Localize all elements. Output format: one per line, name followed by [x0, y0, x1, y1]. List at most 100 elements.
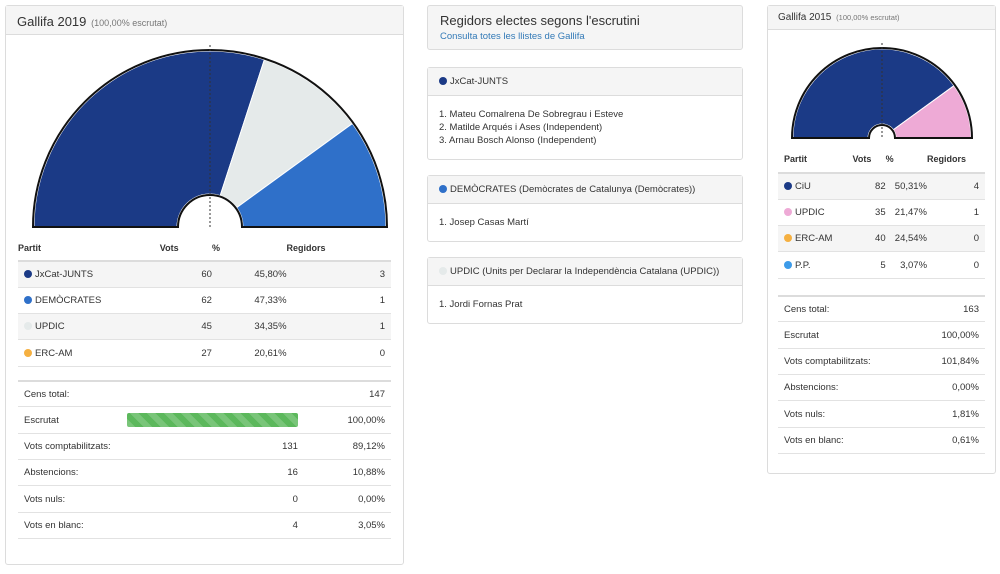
party-votes: 35 [852, 199, 886, 227]
census-row: Escrutat 100,00% [18, 406, 391, 434]
panel-subtitle: (100,00% escrutat) [836, 13, 900, 22]
census-label: Vots en blanc: [778, 427, 919, 454]
col-header-seats: Regidors [286, 235, 391, 262]
seat-hemicycle-chart [31, 45, 389, 228]
results-panel-2015: Gallifa 2015 (100,00% escrutat) Partit V… [767, 5, 996, 474]
party-votes: 60 [159, 261, 212, 288]
party-seats: 0 [927, 225, 985, 253]
census-row: Abstencions: 0,00% [778, 374, 985, 402]
party-color-dot [784, 181, 792, 190]
census-label: Cens total: [18, 379, 127, 408]
census-value: 100,00% [918, 321, 985, 349]
all-lists-link[interactable]: Consulta totes les llistes de Gallifa [440, 31, 585, 42]
party-votes: 62 [159, 287, 212, 315]
panel-subtitle: (100,00% escrutat) [91, 18, 168, 28]
party-pct: 3,07% [885, 251, 928, 279]
party-name: ERC-AM [795, 233, 833, 245]
table-row: DEMÒCRATES 62 47,33% 1 [18, 287, 391, 315]
party-color-dot [784, 260, 792, 269]
party-name: UPDIC [795, 206, 825, 218]
party-color-dot [24, 322, 32, 331]
census-table: Cens total: 163 Escrutat 100,00% Vots comp… [778, 294, 985, 454]
party-color-dot [784, 234, 792, 243]
panel-header: Gallifa 2019 (100,00% escrutat) [6, 6, 403, 35]
census-percent: 147 [297, 379, 391, 408]
census-value: 0,61% [918, 427, 985, 454]
census-row: Cens total: 163 [778, 294, 985, 323]
scrutiny-progress-bar [126, 413, 298, 428]
census-label: Vots nuls: [778, 400, 919, 428]
party-votes: 27 [159, 339, 212, 367]
census-value: 0 [126, 485, 298, 513]
results-table: Partit Vots % Regidors CiU 82 50,31% 4 U… [778, 146, 985, 279]
party-list-panel: UPDIC (Units per Declarar la Independènc… [427, 257, 743, 324]
party-color-dot [784, 207, 792, 216]
party-list-header: UPDIC (Units per Declarar la Independènc… [428, 258, 742, 286]
panel-title: Gallifa 2019 [17, 14, 87, 29]
census-value: 131 [126, 433, 298, 461]
party-seats: 0 [927, 251, 985, 279]
party-name: P.P. [795, 259, 811, 271]
table-row: ERC-AM 27 20,61% 0 [18, 339, 391, 367]
census-value: 101,84% [918, 348, 985, 376]
party-seats: 1 [286, 287, 391, 315]
party-list-header: DEMÒCRATES (Demòcrates de Catalunya (Dem… [428, 176, 742, 204]
col-header-party: Partit [18, 235, 160, 262]
census-label: Vots comptabilitzats: [778, 348, 919, 376]
census-row: Vots en blanc: 0,61% [778, 427, 985, 454]
census-label: Vots en blanc: [18, 512, 127, 539]
col-header-pct: % [211, 235, 287, 262]
councillor-item: 1. Josep Casas Martí [439, 217, 529, 228]
party-pct: 50,31% [885, 173, 928, 200]
party-name: CiU [795, 180, 811, 192]
results-table: Partit Vots % Regidors JxCat-JUNTS 60 45… [18, 235, 391, 367]
party-pct: 20,61% [211, 339, 287, 367]
councillor-item: 3. Arnau Bosch Alonso (Independent) [439, 135, 597, 146]
party-list-name: DEMÒCRATES (Demòcrates de Catalunya (Dem… [450, 184, 696, 195]
census-row: Escrutat 100,00% [778, 321, 985, 349]
party-list-name: JxCat-JUNTS [450, 76, 509, 87]
panel-title: Gallifa 2015 [778, 12, 832, 23]
party-seats: 1 [927, 199, 985, 227]
party-list-name: UPDIC (Units per Declarar la Independènc… [450, 266, 720, 277]
census-value: 1,81% [918, 400, 985, 428]
table-row: UPDIC 45 34,35% 1 [18, 313, 391, 341]
census-label: Escrutat [778, 321, 919, 349]
councillor-item: 1. Mateu Comalrena De Sobregrau i Esteve [439, 109, 624, 120]
census-row: Cens total: 147 [18, 379, 391, 408]
census-row: Vots en blanc: 4 3,05% [18, 512, 391, 539]
party-pct: 21,47% [885, 199, 928, 227]
hemicycle-outline [31, 49, 389, 228]
results-panel-2019: Gallifa 2019 (100,00% escrutat) Partit V… [5, 5, 404, 565]
census-row: Vots comptabilitzats: 131 89,12% [18, 433, 391, 461]
col-header-pct: % [885, 146, 928, 174]
col-header-seats: Regidors [927, 146, 985, 174]
census-value: 0,00% [918, 374, 985, 402]
party-seats: 3 [286, 261, 391, 288]
elected-councillors-header: Regidors electes segons l'escrutini Cons… [427, 5, 743, 50]
party-color-dot [24, 269, 32, 278]
census-row: Vots nuls: 1,81% [778, 400, 985, 428]
party-votes: 45 [159, 313, 212, 341]
col-header-party: Partit [778, 146, 853, 174]
col-header-votes: Vots [159, 235, 212, 262]
party-pct: 47,33% [211, 287, 287, 315]
party-seats: 1 [286, 313, 391, 341]
party-name: JxCat-JUNTS [35, 268, 94, 280]
party-name: ERC-AM [35, 347, 73, 359]
census-value: 16 [126, 459, 298, 487]
census-value [126, 379, 298, 408]
census-percent: 10,88% [297, 459, 391, 487]
party-seats: 4 [927, 173, 985, 200]
census-percent: 3,05% [297, 512, 391, 539]
table-row: P.P. 5 3,07% 0 [778, 251, 985, 279]
party-seats: 0 [286, 339, 391, 367]
party-list-panel: DEMÒCRATES (Demòcrates de Catalunya (Dem… [427, 175, 743, 242]
councillor-item: 1. Jordi Fornas Prat [439, 299, 523, 310]
party-votes: 40 [852, 225, 886, 253]
table-row: CiU 82 50,31% 4 [778, 173, 985, 200]
party-votes: 5 [852, 251, 886, 279]
census-table: Cens total: 147 Escrutat 100,00% Vots co… [18, 379, 391, 539]
party-color-dot [24, 348, 32, 357]
census-row: Abstencions: 16 10,88% [18, 459, 391, 487]
